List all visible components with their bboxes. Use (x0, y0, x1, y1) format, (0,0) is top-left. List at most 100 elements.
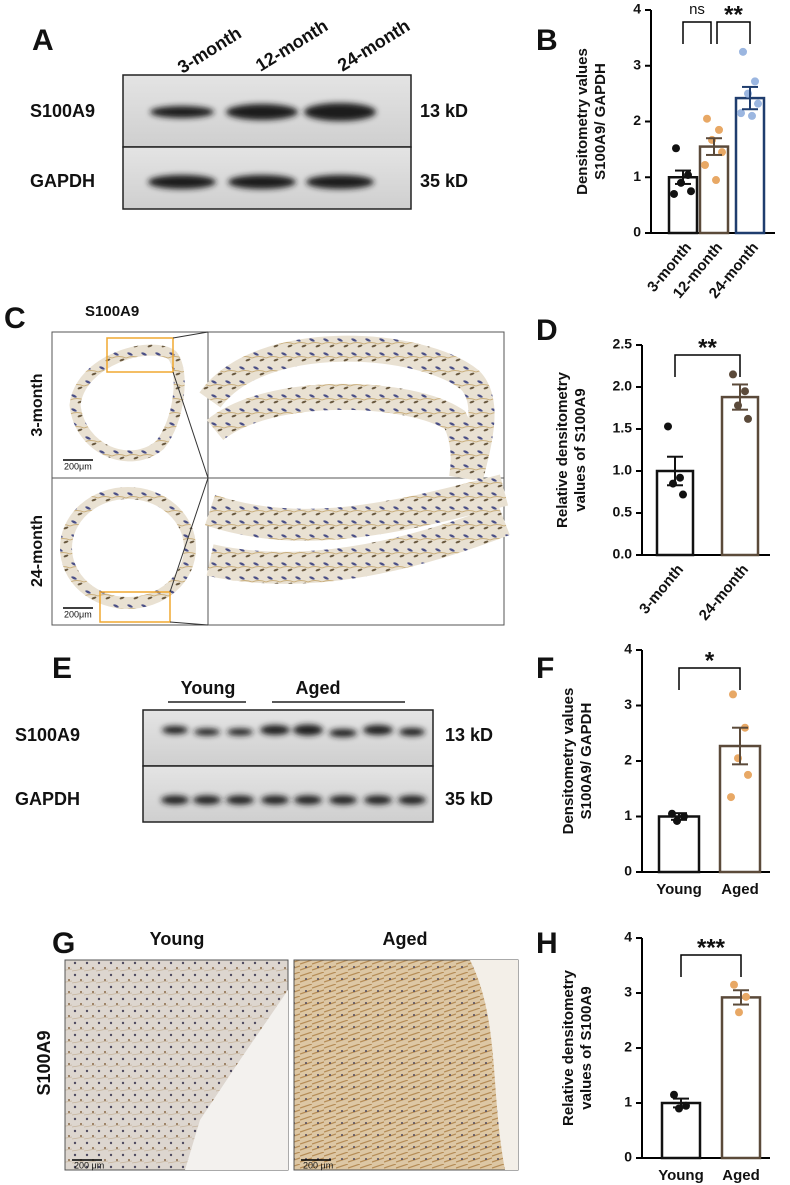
error-bar (671, 812, 687, 821)
panel-letter: A (32, 24, 54, 57)
panel-letter: D (536, 314, 558, 347)
data-point (730, 980, 738, 989)
panel-title: S100A9 (85, 303, 139, 320)
column-label: Aged (383, 929, 428, 949)
y-tick-label: 3 (624, 984, 632, 1000)
x-tick-label: 3-month (636, 561, 687, 617)
row-label: 24-month (29, 515, 46, 587)
lane-label: 3-month (174, 23, 245, 78)
data-point (754, 99, 762, 108)
western-blot (142, 701, 434, 823)
panel-letter: E (52, 652, 72, 685)
data-point (687, 187, 695, 196)
size-label: 13 kD (445, 725, 493, 745)
panel-letter: G (52, 927, 75, 960)
data-point (727, 793, 735, 802)
error-bar (742, 85, 758, 111)
error-bar (733, 989, 749, 1006)
significance-bracket (680, 954, 742, 977)
y-tick-label: 4 (624, 641, 632, 657)
y-axis-label: Densitometry values (560, 688, 577, 835)
y-tick-label: 0 (633, 224, 641, 240)
significance-label: * (705, 647, 715, 674)
data-point (729, 690, 737, 699)
error-bar (732, 726, 748, 766)
significance-bracket (674, 354, 741, 377)
group-label: Young (181, 678, 236, 698)
y-axis-label: values of S100A9 (578, 986, 595, 1109)
y-tick-label: 1 (633, 168, 641, 184)
y-axis-label: Relative densitometry (554, 371, 571, 528)
data-point (744, 770, 752, 779)
y-tick-label: 1.5 (613, 420, 633, 436)
data-point (729, 370, 737, 379)
panel-letter: H (536, 927, 558, 960)
y-axis-label: S100A9/ GAPDH (578, 703, 595, 820)
scale-bar-label: 200 μm (74, 1160, 104, 1170)
panel-letter: B (536, 24, 558, 57)
data-point (670, 189, 678, 198)
column-label: Young (150, 929, 205, 949)
group-label: Aged (296, 678, 341, 698)
bar (734, 96, 766, 235)
error-bar (673, 1097, 689, 1109)
significance-label: ** (698, 334, 717, 361)
data-point (737, 109, 745, 118)
y-tick-label: 2.0 (613, 378, 633, 394)
bar (657, 815, 701, 874)
y-tick-label: 2 (624, 752, 632, 768)
y-tick-label: 2 (633, 112, 641, 128)
lane-label: 12-month (252, 16, 331, 76)
error-bar (667, 455, 683, 487)
scale-bar-label: 200μm (64, 461, 92, 471)
x-tick-label: Young (656, 881, 702, 898)
size-label: 35 kD (445, 789, 493, 809)
lane-label: 24-month (334, 16, 413, 76)
significance-bracket (682, 21, 712, 44)
western-blot (122, 74, 412, 210)
data-point (741, 387, 749, 396)
protein-label: GAPDH (15, 789, 80, 809)
x-tick-label: Aged (722, 1167, 760, 1184)
data-point (715, 125, 723, 134)
scale-bar-label: 200μm (64, 609, 92, 619)
data-point (684, 171, 692, 180)
x-tick-label: Aged (721, 881, 759, 898)
data-point (701, 160, 709, 169)
error-bar (732, 383, 748, 411)
protein-label: GAPDH (30, 171, 95, 191)
data-point (682, 1101, 690, 1110)
data-point (703, 114, 711, 123)
y-tick-label: 2 (624, 1039, 632, 1055)
y-axis-label: Relative densitometry (560, 969, 577, 1126)
y-tick-label: 4 (624, 929, 632, 945)
bar (667, 176, 699, 235)
data-point (679, 490, 687, 499)
y-tick-label: 1 (624, 807, 632, 823)
y-axis-label: Densitometry values (574, 48, 591, 195)
y-tick-label: 3 (624, 696, 632, 712)
y-tick-label: 0 (624, 863, 632, 879)
bar (720, 996, 762, 1160)
error-bar (675, 169, 691, 185)
y-tick-label: 4 (633, 1, 641, 17)
histology-images (64, 959, 519, 1171)
data-point (664, 422, 672, 431)
histology-images (51, 331, 510, 626)
data-point (735, 1008, 743, 1017)
data-point (748, 111, 756, 120)
panel-letter: C (4, 302, 26, 335)
size-label: 13 kD (420, 101, 468, 121)
data-point (742, 992, 750, 1001)
y-tick-label: 0 (624, 1149, 632, 1165)
row-label: 3-month (29, 373, 46, 436)
data-point (680, 812, 688, 821)
size-label: 35 kD (420, 171, 468, 191)
row-label: S100A9 (34, 1030, 54, 1095)
data-point (739, 47, 747, 56)
scale-bar-label: 200 μm (303, 1160, 333, 1170)
protein-label: S100A9 (15, 725, 80, 745)
significance-label: ns (689, 1, 705, 18)
bar (718, 744, 762, 874)
